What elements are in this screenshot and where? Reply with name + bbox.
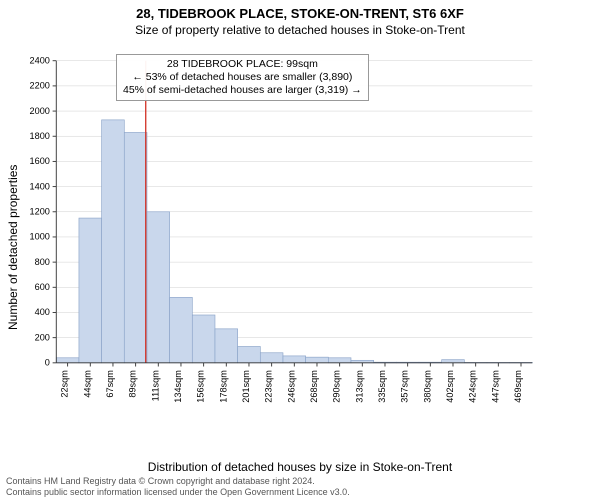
svg-text:67sqm: 67sqm xyxy=(105,370,115,398)
svg-text:2200: 2200 xyxy=(30,81,50,91)
svg-text:178sqm: 178sqm xyxy=(218,370,228,403)
svg-text:313sqm: 313sqm xyxy=(354,370,364,403)
svg-text:44sqm: 44sqm xyxy=(82,370,92,398)
svg-text:400: 400 xyxy=(35,307,50,317)
svg-text:2400: 2400 xyxy=(30,55,50,65)
svg-text:0: 0 xyxy=(45,358,50,368)
svg-text:223sqm: 223sqm xyxy=(264,370,274,403)
annotation-box: 28 TIDEBROOK PLACE: 99sqm ← 53% of detac… xyxy=(116,54,369,101)
svg-text:335sqm: 335sqm xyxy=(377,370,387,403)
svg-text:290sqm: 290sqm xyxy=(332,370,342,403)
title-line-2: Size of property relative to detached ho… xyxy=(0,23,600,37)
svg-text:800: 800 xyxy=(35,257,50,267)
footer-line-1: Contains HM Land Registry data © Crown c… xyxy=(6,476,350,487)
svg-text:357sqm: 357sqm xyxy=(400,370,410,403)
title-line-1: 28, TIDEBROOK PLACE, STOKE-ON-TRENT, ST6… xyxy=(0,6,600,21)
footer: Contains HM Land Registry data © Crown c… xyxy=(6,476,350,498)
svg-text:1200: 1200 xyxy=(30,207,50,217)
svg-text:2000: 2000 xyxy=(30,106,50,116)
svg-text:447sqm: 447sqm xyxy=(490,370,500,403)
svg-text:1400: 1400 xyxy=(30,181,50,191)
x-axis-label: Distribution of detached houses by size … xyxy=(0,460,600,474)
svg-text:600: 600 xyxy=(35,282,50,292)
svg-text:1600: 1600 xyxy=(30,156,50,166)
svg-text:156sqm: 156sqm xyxy=(196,370,206,403)
svg-text:201sqm: 201sqm xyxy=(241,370,251,403)
chart-container: 28, TIDEBROOK PLACE, STOKE-ON-TRENT, ST6… xyxy=(0,0,600,500)
histogram-plot: 0 200 400 600 800 1000 1200 1400 1600 1800 2000 220… xyxy=(16,46,536,416)
svg-text:134sqm: 134sqm xyxy=(173,370,183,403)
svg-text:89sqm: 89sqm xyxy=(128,370,138,398)
svg-text:22sqm: 22sqm xyxy=(60,370,70,398)
svg-text:469sqm: 469sqm xyxy=(513,370,523,403)
title-block: 28, TIDEBROOK PLACE, STOKE-ON-TRENT, ST6… xyxy=(0,0,600,37)
chart-area: 0200400600800100012001400160018002000220… xyxy=(60,48,580,418)
svg-text:1000: 1000 xyxy=(30,232,50,242)
svg-text:268sqm: 268sqm xyxy=(309,370,319,403)
svg-text:246sqm: 246sqm xyxy=(286,370,296,403)
annotation-line-2: ← 53% of detached houses are smaller (3,… xyxy=(123,71,362,84)
footer-line-2: Contains public sector information licen… xyxy=(6,487,350,498)
svg-text:111sqm: 111sqm xyxy=(150,370,160,402)
svg-text:424sqm: 424sqm xyxy=(468,370,478,403)
svg-text:380sqm: 380sqm xyxy=(422,370,432,403)
svg-text:200: 200 xyxy=(35,332,50,342)
svg-text:402sqm: 402sqm xyxy=(445,370,455,403)
annotation-line-3: 45% of semi-detached houses are larger (… xyxy=(123,84,362,97)
annotation-line-1: 28 TIDEBROOK PLACE: 99sqm xyxy=(123,58,362,71)
svg-text:1800: 1800 xyxy=(30,131,50,141)
